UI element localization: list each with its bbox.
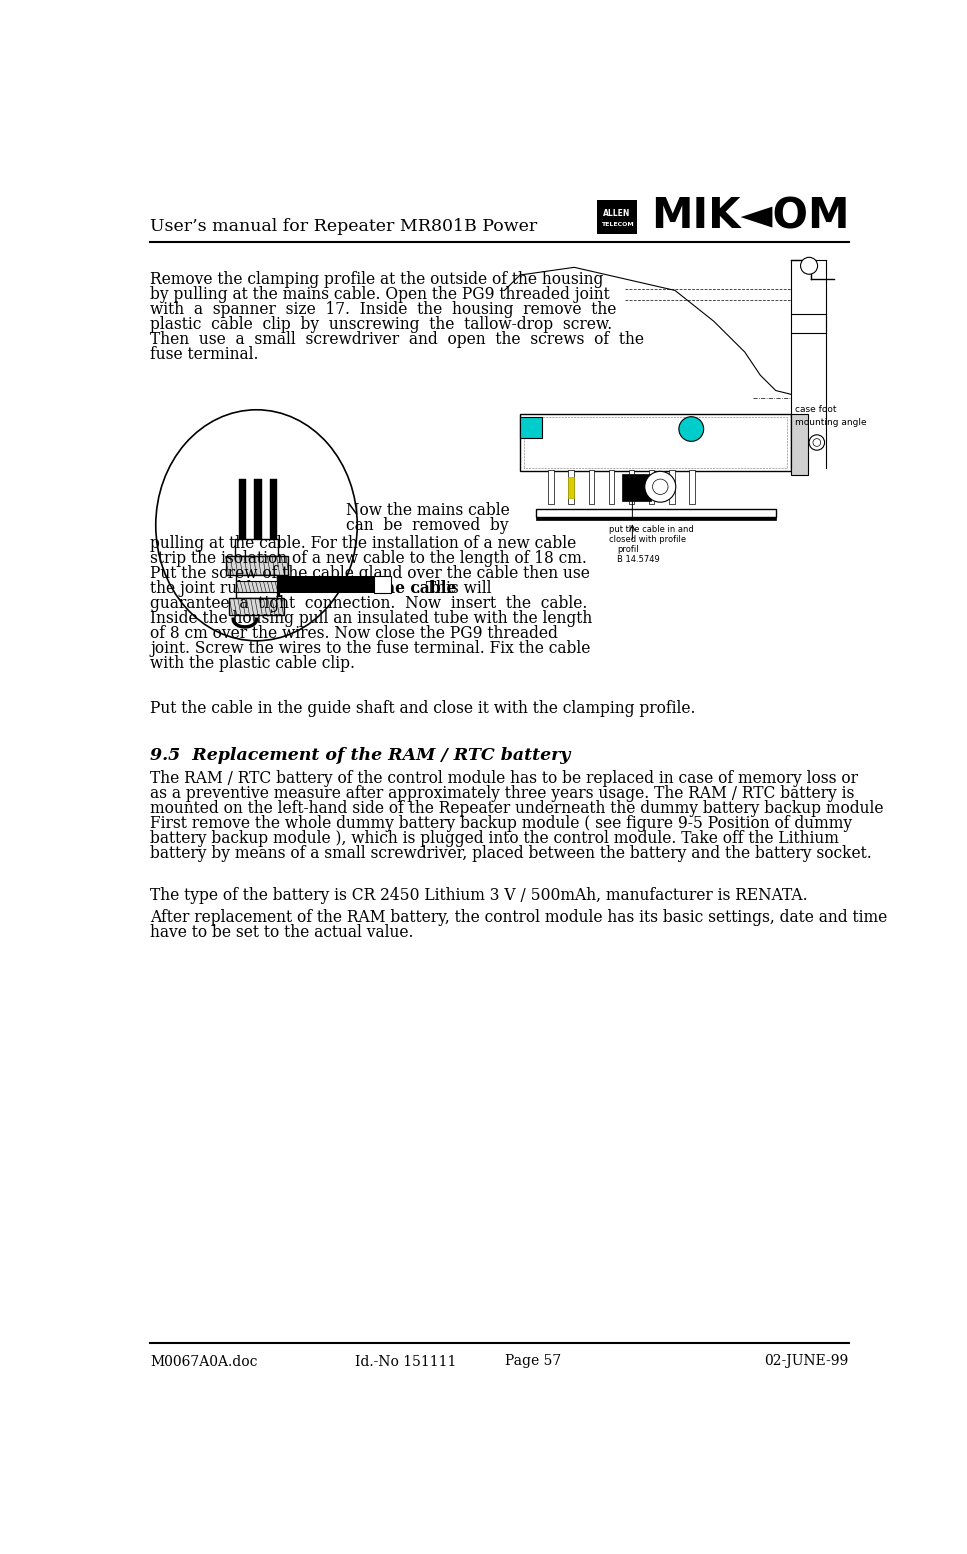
Text: can  be  removed  by: can be removed by	[345, 517, 509, 535]
Bar	[689, 469, 694, 503]
Text: with the plastic cable clip.: with the plastic cable clip.	[150, 656, 355, 673]
Bar	[622, 474, 651, 500]
Circle shape	[809, 435, 825, 451]
Circle shape	[679, 416, 704, 441]
Text: mounting angle: mounting angle	[795, 418, 866, 427]
Bar	[229, 598, 283, 615]
Text: by pulling at the mains cable. Open the PG9 threaded joint: by pulling at the mains cable. Open the …	[150, 286, 610, 303]
Bar	[597, 199, 637, 235]
Text: The type of the battery is CR 2450 Lithium 3 V / 500mAh, manufacturer is RENATA.: The type of the battery is CR 2450 Lithi…	[150, 887, 808, 904]
Bar	[225, 556, 287, 575]
Circle shape	[813, 438, 821, 446]
Text: M0067A0A.doc: M0067A0A.doc	[150, 1355, 258, 1369]
Text: Put the cable in the guide shaft and close it with the clamping profile.: Put the cable in the guide shaft and clo…	[150, 699, 696, 716]
Text: joint. Screw the wires to the fuse terminal. Fix the cable: joint. Screw the wires to the fuse termi…	[150, 640, 591, 657]
Bar	[254, 479, 262, 539]
Text: pull it over the cable: pull it over the cable	[276, 580, 456, 597]
Bar	[270, 479, 278, 539]
Text: 9.5  Replacement of the RAM / RTC battery: 9.5 Replacement of the RAM / RTC battery	[150, 747, 571, 765]
Text: with  a  spanner  size  17.  Inside  the  housing  remove  the: with a spanner size 17. Inside the housi…	[150, 301, 617, 319]
Bar	[649, 469, 655, 503]
Text: Page 57: Page 57	[505, 1355, 561, 1369]
Text: Put the screw of the cable gland over the cable then use: Put the screw of the cable gland over th…	[150, 566, 590, 583]
Bar	[239, 479, 247, 539]
Text: Id.-No 151111: Id.-No 151111	[355, 1355, 456, 1369]
Bar	[520, 416, 542, 438]
Text: First remove the whole dummy battery backup module ( see figure 9-5 Position of : First remove the whole dummy battery bac…	[150, 814, 853, 831]
Bar	[629, 469, 634, 503]
Text: Now the mains cable: Now the mains cable	[345, 502, 510, 519]
Bar	[589, 469, 594, 503]
Bar	[520, 413, 791, 471]
Text: case foot: case foot	[795, 406, 836, 415]
Text: User’s manual for Repeater MR801B Power: User’s manual for Repeater MR801B Power	[150, 218, 538, 235]
Bar	[536, 517, 776, 521]
Bar	[568, 477, 574, 499]
Bar	[235, 539, 278, 556]
Text: ALLEN: ALLEN	[603, 208, 630, 218]
Bar	[569, 469, 573, 503]
Text: guarantee  a  tight  connection.  Now  insert  the  cable.: guarantee a tight connection. Now insert…	[150, 595, 588, 612]
Circle shape	[645, 471, 676, 502]
Bar	[524, 418, 787, 468]
Text: TELECOM: TELECOM	[601, 222, 633, 227]
Text: After replacement of the RAM battery, the control module has its basic settings,: After replacement of the RAM battery, th…	[150, 909, 888, 926]
Bar	[277, 577, 376, 594]
Text: Then  use  a  small  screwdriver  and  open  the  screws  of  the: Then use a small screwdriver and open th…	[150, 331, 644, 348]
Text: Inside the housing pull an insulated tube with the length: Inside the housing pull an insulated tub…	[150, 611, 593, 628]
Bar	[373, 577, 391, 594]
Circle shape	[653, 479, 668, 494]
Text: strip the isolation of a new cable to the length of 18 cm.: strip the isolation of a new cable to th…	[150, 550, 587, 567]
Bar	[669, 469, 675, 503]
Bar	[609, 469, 614, 503]
Text: The RAM / RTC battery of the control module has to be replaced in case of memory: The RAM / RTC battery of the control mod…	[150, 769, 859, 786]
Text: MIK◄OM: MIK◄OM	[651, 196, 850, 238]
Bar	[236, 581, 277, 592]
Text: mounted on the left-hand side of the Repeater underneath the dummy battery backu: mounted on the left-hand side of the Rep…	[150, 800, 884, 817]
Bar	[536, 510, 776, 517]
Bar	[791, 413, 808, 476]
Circle shape	[801, 258, 818, 274]
Text: battery backup module ), which is plugged into the control module. Take off the : battery backup module ), which is plugge…	[150, 830, 839, 847]
Text: as a preventive measure after approximately three years usage. The RAM / RTC bat: as a preventive measure after approximat…	[150, 785, 855, 802]
Bar	[548, 469, 554, 503]
Text: plastic  cable  clip  by  unscrewing  the  tallow-drop  screw.: plastic cable clip by unscrewing the tal…	[150, 315, 612, 333]
Bar	[236, 575, 277, 598]
Text: put the cable in and
closed with profile: put the cable in and closed with profile	[609, 525, 694, 544]
Text: pulling at the cable. For the installation of a new cable: pulling at the cable. For the installati…	[150, 535, 576, 552]
Text: fuse terminal.: fuse terminal.	[150, 347, 259, 364]
Ellipse shape	[156, 410, 357, 640]
Text: of 8 cm over the wires. Now close the PG9 threaded: of 8 cm over the wires. Now close the PG…	[150, 625, 558, 642]
Text: battery by means of a small screwdriver, placed between the battery and the batt: battery by means of a small screwdriver,…	[150, 845, 872, 862]
Text: 02-JUNE-99: 02-JUNE-99	[764, 1355, 849, 1369]
Text: Remove the clamping profile at the outside of the housing: Remove the clamping profile at the outsi…	[150, 272, 603, 287]
Text: have to be set to the actual value.: have to be set to the actual value.	[150, 925, 414, 942]
Text: profil
B 14.5749: profil B 14.5749	[617, 544, 659, 564]
Text: . This will: . This will	[416, 580, 491, 597]
Text: the joint rubber and: the joint rubber and	[150, 580, 312, 597]
